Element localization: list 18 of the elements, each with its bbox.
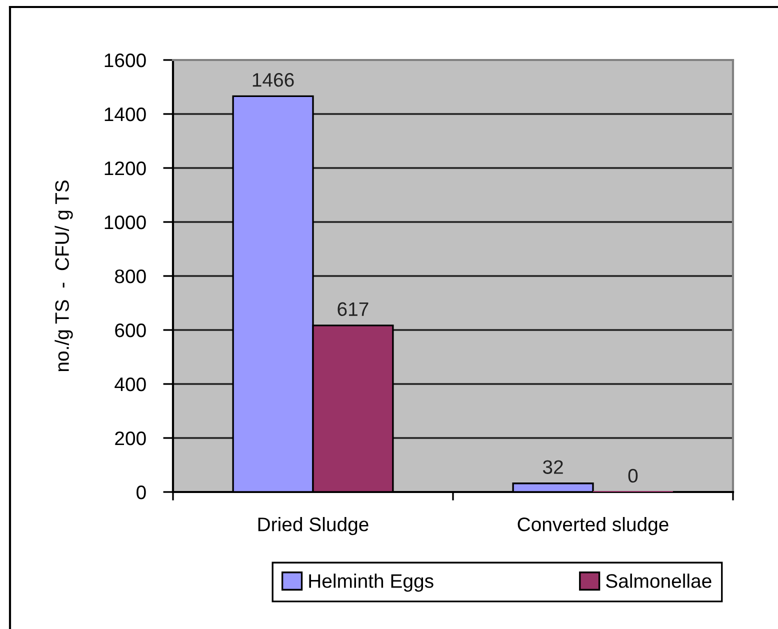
x-tick-label: Converted sludge [518,517,668,536]
y-tick-label: 400 [114,377,146,392]
y-tick-label: 0 [136,485,146,500]
y-axis-title: no./g TS - CFU/ g TS [54,180,73,372]
data-label: 617 [338,302,368,316]
y-tick-label: 1600 [104,53,146,68]
y-tick-label: 1200 [104,161,146,176]
data-label: 0 [628,468,638,483]
y-tick-label: 1400 [104,107,146,122]
data-label: 32 [542,460,563,474]
y-tick-label: 600 [115,323,146,338]
y-tick-label: 1000 [104,215,146,230]
y-tick-label: 800 [115,269,146,284]
data-label: 1466 [252,73,294,87]
x-tick-label: Dried Sludge [258,517,368,536]
y-tick-label: 200 [115,431,146,446]
legend-label: Helminth Eggs [309,574,434,592]
legend-label: Salmonellae [606,574,712,588]
